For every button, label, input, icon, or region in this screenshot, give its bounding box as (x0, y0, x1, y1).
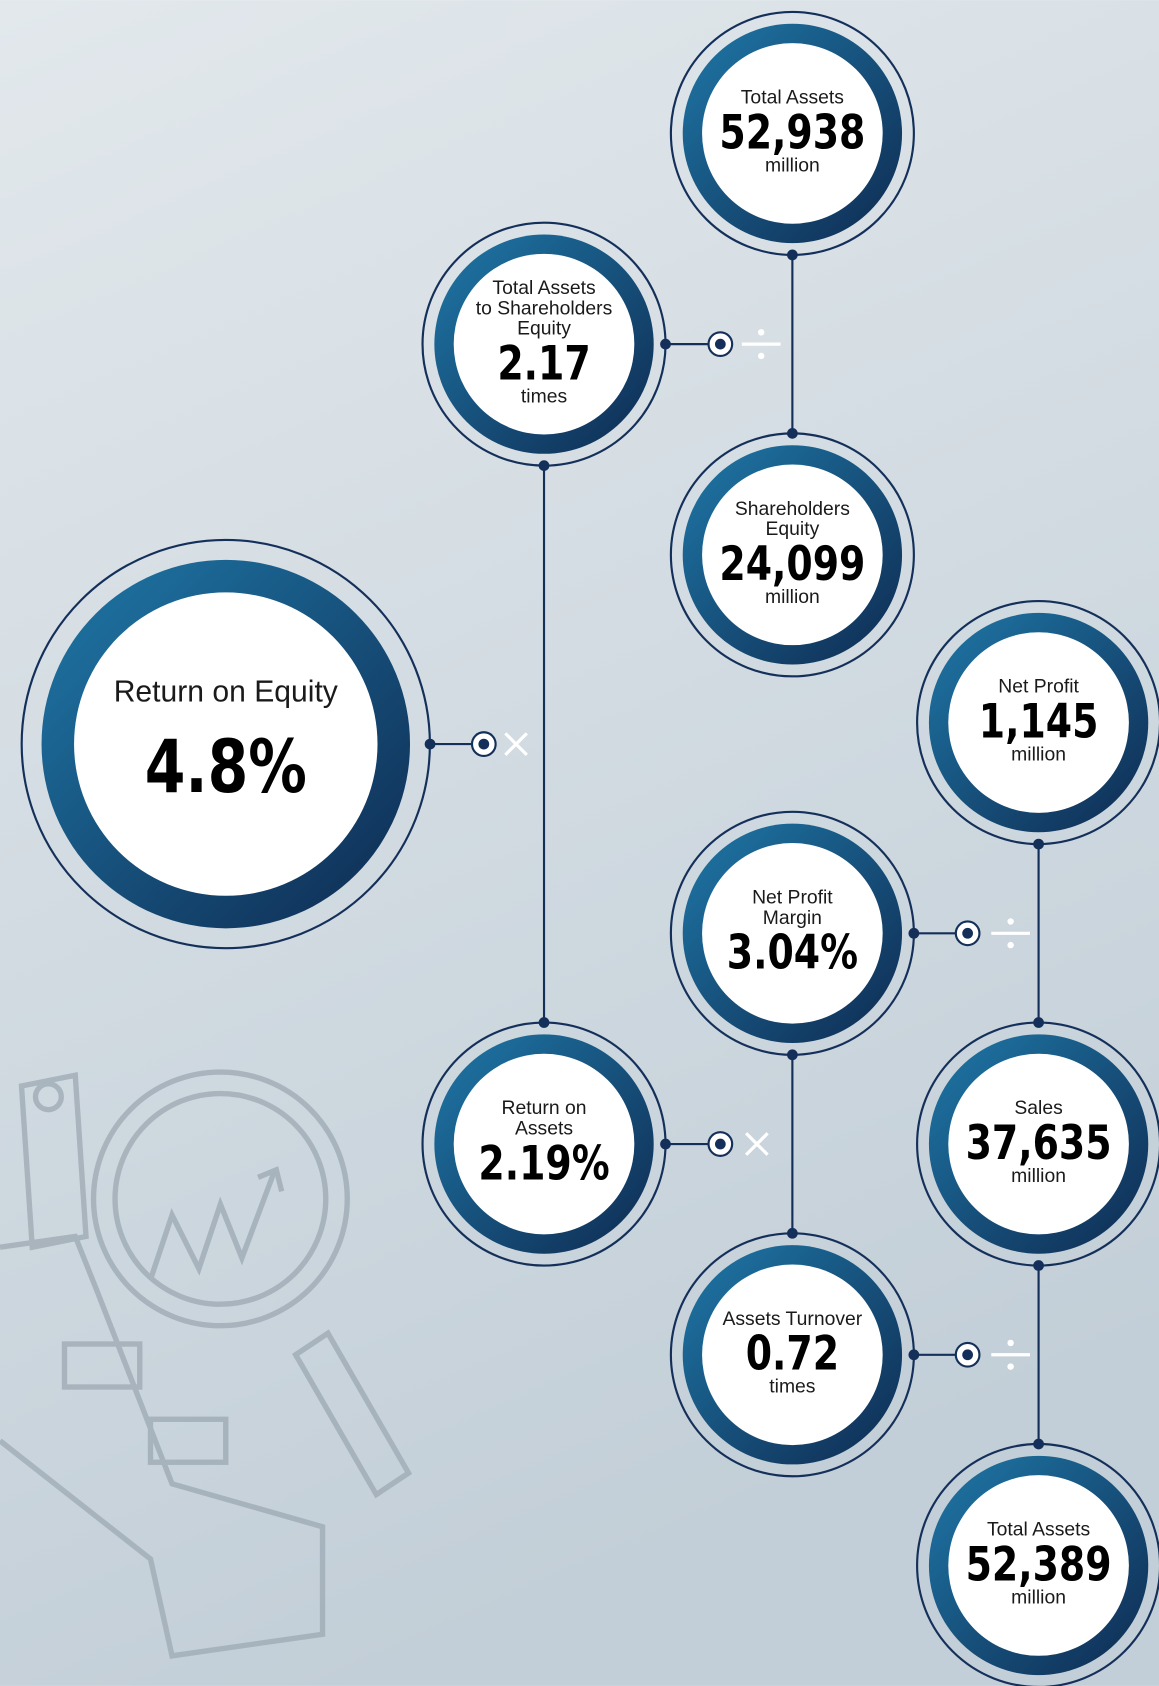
node-value: 37,635 (966, 1116, 1112, 1171)
node-unit: times (769, 1376, 815, 1398)
diagram: Total Assets52,938millionTotal Assetsto … (0, 0, 1159, 1686)
node-label: Total Assets (492, 277, 595, 299)
node-label: Net Profit (752, 886, 833, 908)
target-dot (962, 1349, 973, 1360)
node-unit: million (765, 586, 820, 608)
target-dot (715, 1139, 726, 1150)
node-unit: million (1011, 1586, 1066, 1608)
node-value: 52,938 (719, 105, 865, 160)
target-dot (478, 739, 489, 750)
target-dot (715, 339, 726, 350)
node-unit: million (765, 154, 820, 176)
node-unit: million (1011, 743, 1066, 765)
node-label: Return on (502, 1097, 587, 1119)
node-label: Return on Equity (114, 676, 338, 709)
node-unit: times (521, 385, 567, 407)
node-label: to Shareholders (476, 297, 613, 319)
node-label: Shareholders (735, 498, 850, 520)
node-value: 1,145 (979, 694, 1099, 749)
node-value: 4.8% (145, 725, 307, 810)
node-value: 0.72 (746, 1327, 839, 1382)
node-value: 24,099 (719, 537, 865, 592)
node-value: 3.04% (727, 926, 858, 981)
page: Total Assets52,938millionTotal Assetsto … (0, 0, 1159, 1686)
node-value: 2.19% (478, 1136, 609, 1191)
node-value: 52,389 (966, 1537, 1112, 1592)
node-value: 2.17 (497, 336, 590, 391)
node-unit: million (1011, 1165, 1066, 1187)
target-dot (962, 928, 973, 939)
